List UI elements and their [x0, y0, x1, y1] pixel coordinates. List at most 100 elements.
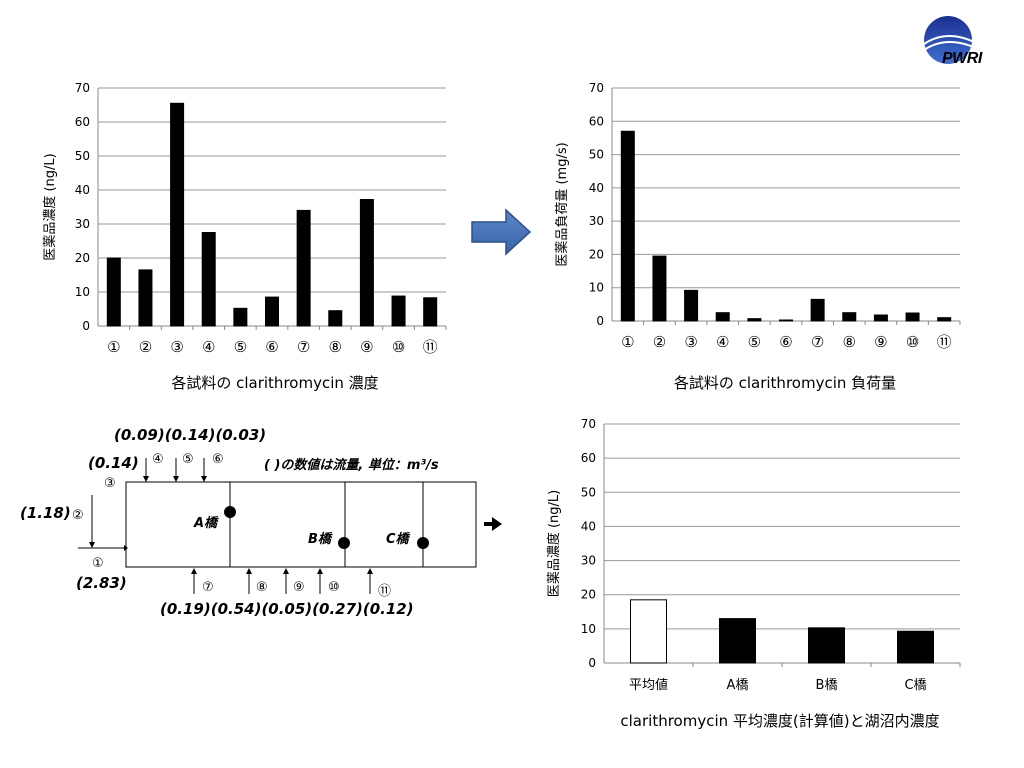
- x-tick-label: ⑦: [297, 338, 310, 356]
- bar: [937, 317, 952, 322]
- point-label-c: C橋: [386, 532, 409, 547]
- sampling-point-a: [224, 506, 236, 518]
- y-tick-label: 20: [75, 251, 90, 265]
- bar: [808, 627, 845, 664]
- y-axis-label: 医薬品濃度 (ng/L): [42, 153, 58, 260]
- lake-diagram-svg: [78, 458, 502, 594]
- y-tick-label: 40: [75, 183, 90, 197]
- y-tick-label: 60: [581, 451, 596, 465]
- inlet-label-4: ④: [152, 452, 164, 467]
- y-tick-label: 10: [581, 622, 596, 636]
- bar: [810, 298, 825, 322]
- x-tick-label: ①: [107, 338, 120, 356]
- logo-text: PWRI: [942, 50, 982, 67]
- x-tick-label: ②: [139, 338, 152, 356]
- x-tick-label: ⑩: [906, 333, 919, 351]
- y-axis-label: 医薬品濃度 (ng/L): [546, 490, 562, 597]
- x-tick-label: ⑥: [265, 338, 278, 356]
- x-tick-label: ③: [170, 338, 183, 356]
- bar: [715, 312, 730, 322]
- bar: [747, 318, 762, 322]
- y-tick-label: 20: [589, 247, 604, 261]
- x-tick-label: ⑨: [360, 338, 373, 356]
- x-tick-label: ⑤: [748, 333, 761, 351]
- bar: [684, 289, 699, 322]
- sampling-point-b: [338, 537, 350, 549]
- y-axis-label: 医薬品負荷量 (mg/s): [555, 142, 570, 266]
- x-tick-label: ④: [202, 338, 215, 356]
- bar: [138, 269, 153, 327]
- inlet-label-11: ⑪: [378, 584, 392, 599]
- flow-1: (2.83): [76, 574, 127, 592]
- y-tick-label: 50: [75, 149, 90, 163]
- x-tick-label: ⑥: [779, 333, 792, 351]
- bar: [265, 296, 279, 327]
- x-tick-label: ③: [684, 333, 697, 351]
- flow-unit-note: ( )の数値は流量, 単位：m³/s: [264, 458, 439, 473]
- concentration-chart-svg: 0 10 20 30 40 50 60 70 医薬品濃度 (ng/L) ① ② ③ ④ ⑤ ⑥ ⑦ ⑧ ⑨ ⑩ ⑪: [42, 81, 447, 356]
- bar: [630, 599, 667, 664]
- point-label-b: B橋: [308, 532, 331, 547]
- bar: [391, 295, 406, 327]
- point-label-a: A橋: [194, 516, 218, 531]
- flow-2: (1.18): [20, 504, 71, 522]
- y-tick-label: 30: [75, 217, 90, 231]
- inlet-label-5: ⑤: [182, 452, 194, 467]
- y-tick-label: 0: [82, 319, 90, 333]
- x-tick-label: ②: [653, 333, 666, 351]
- inlet-label-8: ⑧: [256, 580, 268, 595]
- y-tick-label: 40: [581, 519, 596, 533]
- average-chart-title: clarithromycin 平均濃度(計算値)と湖沼内濃度: [620, 712, 940, 730]
- flow-bottom-group: (0.19)(0.54)(0.05)(0.27)(0.12): [160, 600, 414, 618]
- bar: [652, 255, 667, 322]
- y-tick-label: 20: [581, 588, 596, 602]
- x-tick-label: ⑤: [234, 338, 247, 356]
- bar: [296, 209, 311, 327]
- bar: [842, 312, 857, 322]
- x-tick-label: ⑧: [329, 338, 342, 356]
- load-chart-svg: 0 10 20 30 40 50 60 70 医薬品負荷量 (mg/s) ① ② ③ ④ ⑤ ⑥ ⑦ ⑧ ⑨ ⑩ ⑪: [555, 81, 961, 351]
- inlet-label-10: ⑩: [328, 580, 340, 595]
- inlet-label-6: ⑥: [212, 452, 224, 467]
- inlet-label-3: ③: [104, 476, 116, 491]
- inlet-label-1: ①: [92, 556, 104, 571]
- bar: [905, 312, 920, 322]
- bar: [201, 232, 216, 327]
- y-tick-label: 60: [589, 114, 604, 128]
- inlet-label-2: ②: [72, 508, 84, 523]
- pwri-logo: [918, 14, 1008, 76]
- concentration-chart-title: 各試料の clarithromycin 濃度: [171, 374, 379, 392]
- y-tick-label: 0: [596, 314, 604, 328]
- flow-top-group: (0.09)(0.14)(0.03): [114, 426, 267, 444]
- load-chart: 0 10 20 30 40 50 60 70 医薬品負荷量 (mg/s) ① ② ③ ④ ⑤ ⑥ ⑦ ⑧ ⑨ ⑩ ⑪: [548, 78, 968, 372]
- y-tick-label: 60: [75, 115, 90, 129]
- sampling-point-c: [417, 537, 429, 549]
- bar: [897, 630, 934, 664]
- lake-diagram: (0.09)(0.14)(0.03) (0.14) ④ ⑤ ⑥ ( )の数値は流…: [18, 420, 508, 620]
- bar: [359, 199, 374, 327]
- concentration-chart: 0 10 20 30 40 50 60 70 医薬品濃度 (ng/L) ① ② ③ ④ ⑤ ⑥ ⑦ ⑧ ⑨ ⑩ ⑪: [40, 78, 460, 372]
- average-chart: 0 10 20 30 40 50 60 70 医薬品濃度 (ng/L) 平均値 A橋 B橋 C橋: [540, 414, 980, 708]
- bar: [106, 257, 121, 327]
- y-tick-label: 70: [75, 81, 90, 95]
- x-tick-label: ⑪: [937, 333, 952, 351]
- x-tick-label: ⑧: [843, 333, 856, 351]
- x-tick-label: C橋: [904, 678, 926, 693]
- x-tick-label: ⑪: [423, 338, 438, 356]
- y-tick-label: 70: [589, 81, 604, 95]
- y-tick-label: 10: [75, 285, 90, 299]
- inlet-label-7: ⑦: [202, 580, 214, 595]
- y-tick-label: 30: [581, 554, 596, 568]
- load-chart-title: 各試料の clarithromycin 負荷量: [673, 374, 897, 392]
- bar: [779, 319, 793, 322]
- flow-4: (0.14): [88, 454, 139, 472]
- x-tick-label: 平均値: [629, 677, 668, 693]
- bar: [328, 310, 343, 327]
- average-chart-svg: 0 10 20 30 40 50 60 70 医薬品濃度 (ng/L) 平均値 A橋 B橋 C橋: [546, 417, 961, 693]
- right-arrow-icon: [470, 208, 532, 260]
- y-tick-label: 30: [589, 214, 604, 228]
- x-tick-label: ①: [621, 333, 634, 351]
- bar: [233, 307, 248, 327]
- bar: [873, 314, 888, 322]
- x-tick-label: A橋: [727, 678, 749, 693]
